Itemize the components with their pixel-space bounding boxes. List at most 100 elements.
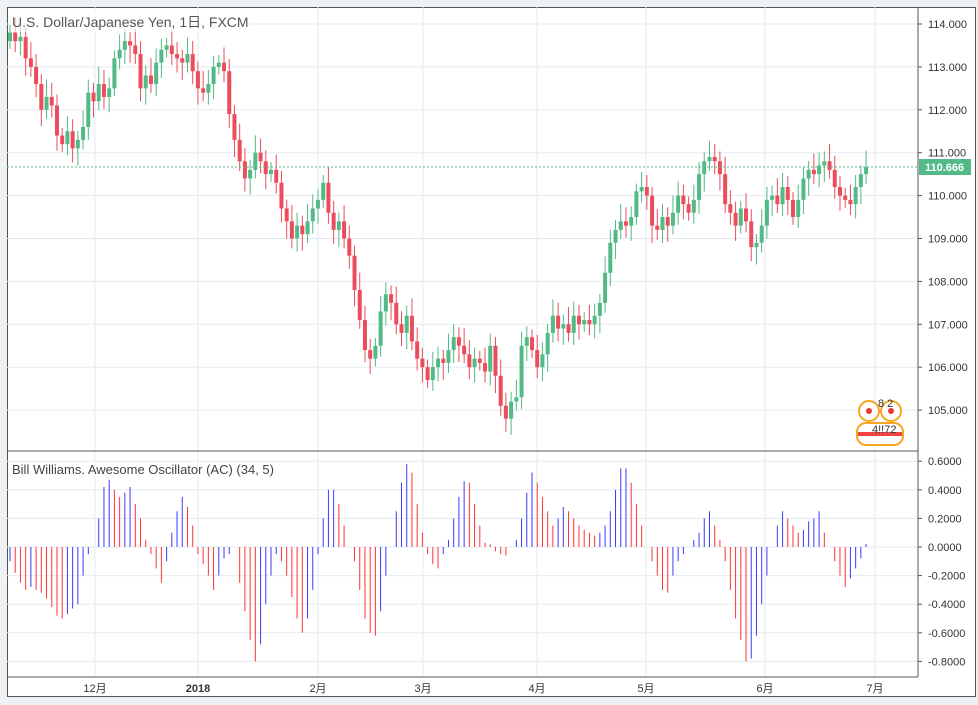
candle-body bbox=[535, 350, 540, 368]
candle-body bbox=[206, 84, 211, 93]
candle-body bbox=[483, 362, 488, 372]
candle-body bbox=[227, 71, 232, 115]
candle-body bbox=[86, 92, 91, 127]
candle-body bbox=[717, 161, 722, 175]
candle-body bbox=[112, 58, 117, 89]
candle-body bbox=[540, 354, 545, 368]
candle-body bbox=[597, 302, 602, 316]
candle-body bbox=[253, 152, 258, 170]
candle-body bbox=[467, 354, 472, 368]
candle-body bbox=[347, 238, 352, 256]
candle-body bbox=[801, 178, 806, 200]
candle-body bbox=[503, 405, 508, 419]
candle-body bbox=[728, 204, 733, 213]
candle-body bbox=[587, 320, 592, 325]
candle-body bbox=[665, 217, 670, 226]
candle-body bbox=[618, 221, 623, 230]
candle-body bbox=[331, 212, 336, 230]
candle-body bbox=[128, 41, 133, 46]
candle-body bbox=[154, 62, 159, 85]
candle-body bbox=[383, 294, 388, 312]
candle-body bbox=[49, 96, 54, 106]
candle-body bbox=[498, 375, 503, 406]
event-icon[interactable] bbox=[858, 400, 880, 422]
candle-body bbox=[389, 294, 394, 303]
candles bbox=[7, 17, 918, 435]
candle-body bbox=[107, 88, 112, 97]
candle-body bbox=[702, 161, 707, 175]
candle-body bbox=[676, 195, 681, 213]
candle-body bbox=[211, 66, 216, 85]
chart-title: U.S. Dollar/Japanese Yen, 1日, FXCM bbox=[12, 12, 249, 32]
candle-body bbox=[759, 225, 764, 243]
candle-body bbox=[858, 174, 863, 188]
candle-body bbox=[195, 71, 200, 89]
candle-body bbox=[519, 345, 524, 398]
candle-body bbox=[269, 169, 273, 175]
badge-count-bottom: 4!!72 bbox=[872, 424, 897, 436]
event-icon[interactable] bbox=[880, 400, 902, 422]
candle-body bbox=[352, 255, 357, 290]
candle-body bbox=[477, 358, 482, 363]
event-badges[interactable]: 8 2 4!!72 bbox=[856, 398, 908, 448]
candle-body bbox=[279, 182, 284, 209]
candle-body bbox=[242, 161, 247, 179]
candle-body bbox=[28, 58, 33, 67]
candle-body bbox=[530, 337, 534, 351]
candle-body bbox=[44, 96, 49, 110]
y-tick-label: 113.000 bbox=[928, 62, 967, 74]
candle-body bbox=[216, 62, 221, 67]
candle-body bbox=[650, 195, 655, 226]
candle-body bbox=[436, 358, 441, 368]
candle-body bbox=[34, 66, 39, 85]
candle-body bbox=[305, 221, 310, 235]
candle-body bbox=[159, 49, 164, 63]
osc-y-tick-label: 0.2000 bbox=[928, 513, 962, 525]
candle-body bbox=[164, 45, 169, 50]
y-tick-label: 109.000 bbox=[928, 234, 968, 246]
candle-body bbox=[697, 174, 702, 200]
candle-body bbox=[148, 75, 153, 85]
candle-body bbox=[284, 208, 289, 222]
candle-body bbox=[561, 324, 566, 329]
x-tick-label: 2月 bbox=[309, 683, 326, 695]
candle-body bbox=[169, 45, 174, 55]
candle-body bbox=[509, 401, 514, 419]
candle-body bbox=[336, 221, 341, 230]
candle-body bbox=[8, 32, 12, 42]
candle-body bbox=[744, 208, 749, 222]
candle-body bbox=[357, 289, 362, 321]
x-tick-label: 12月 bbox=[83, 683, 106, 695]
candle-body bbox=[712, 156, 717, 162]
candle-body bbox=[691, 199, 696, 213]
candle-body bbox=[639, 187, 644, 192]
candle-body bbox=[634, 191, 639, 218]
candle-body bbox=[23, 36, 28, 59]
x-tick-label: 4月 bbox=[528, 683, 545, 695]
osc-y-tick-label: 0.4000 bbox=[928, 485, 962, 497]
candle-body bbox=[686, 204, 691, 213]
y-tick-label: 111.000 bbox=[928, 148, 966, 160]
us-flag-icon[interactable] bbox=[856, 422, 904, 446]
candle-body bbox=[837, 187, 842, 196]
candle-body bbox=[811, 169, 816, 175]
osc-y-tick-label: 0.6000 bbox=[928, 456, 962, 468]
candle-body bbox=[185, 54, 190, 63]
candle-body bbox=[232, 114, 237, 140]
candle-body bbox=[514, 397, 519, 402]
osc-y-tick-label: 0.0000 bbox=[928, 542, 962, 554]
oscillator-bars bbox=[9, 464, 867, 662]
y-tick-label: 112.000 bbox=[928, 105, 967, 117]
candle-body bbox=[70, 131, 75, 149]
candle-body bbox=[96, 84, 101, 102]
candle-body bbox=[201, 88, 206, 93]
axes: 114.000 113.000 112.000 111.000 110.000 109.0… bbox=[7, 7, 971, 695]
candle-body bbox=[775, 195, 780, 205]
candle-body bbox=[315, 199, 320, 209]
candle-body bbox=[295, 225, 300, 239]
candle-body bbox=[138, 54, 143, 89]
candle-body bbox=[274, 169, 279, 183]
last-price-label: 110.666 bbox=[925, 162, 964, 174]
osc-y-tick-label: -0.6000 bbox=[928, 628, 965, 640]
